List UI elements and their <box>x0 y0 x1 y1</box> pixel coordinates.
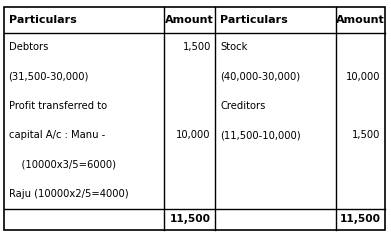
Text: 11,500: 11,500 <box>170 214 211 224</box>
Text: (40,000-30,000): (40,000-30,000) <box>220 72 300 82</box>
Text: 10,000: 10,000 <box>346 72 380 82</box>
Text: Particulars: Particulars <box>220 15 288 25</box>
Text: Stock: Stock <box>220 42 248 52</box>
Text: (31,500-30,000): (31,500-30,000) <box>9 72 89 82</box>
Text: capital A/c : Manu -: capital A/c : Manu - <box>9 130 105 140</box>
Text: Debtors: Debtors <box>9 42 48 52</box>
Text: Particulars: Particulars <box>9 15 76 25</box>
Text: (10000x3/5=6000): (10000x3/5=6000) <box>9 160 116 170</box>
Text: Raju (10000x2/5=4000): Raju (10000x2/5=4000) <box>9 189 128 199</box>
Text: 10,000: 10,000 <box>176 130 211 140</box>
Text: 11,500: 11,500 <box>339 214 380 224</box>
Text: Amount: Amount <box>336 15 385 25</box>
Text: Profit transferred to: Profit transferred to <box>9 101 107 111</box>
Text: 1,500: 1,500 <box>182 42 211 52</box>
Text: (11,500-10,000): (11,500-10,000) <box>220 130 301 140</box>
Text: 1,500: 1,500 <box>352 130 380 140</box>
Text: Amount: Amount <box>165 15 214 25</box>
Text: Creditors: Creditors <box>220 101 265 111</box>
